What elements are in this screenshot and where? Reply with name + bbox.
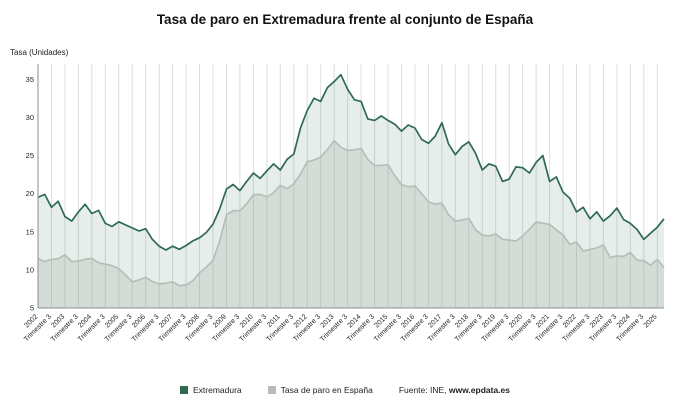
svg-text:2025: 2025: [643, 313, 659, 329]
svg-text:35: 35: [26, 75, 34, 84]
legend-item-extremadura[interactable]: Extremadura: [179, 385, 242, 395]
chart-title: Tasa de paro en Extremadura frente al co…: [156, 12, 534, 27]
svg-text:20: 20: [26, 189, 34, 198]
svg-text:30: 30: [26, 113, 34, 122]
source-text: Fuente: INE, www.epdata.es: [399, 385, 510, 395]
source-site: www.epdata.es: [448, 385, 510, 395]
svg-text:5: 5: [30, 304, 34, 313]
legend-label-espana: Tasa de paro en España: [280, 385, 373, 395]
legend-item-espana[interactable]: Tasa de paro en España: [267, 385, 373, 395]
svg-text:15: 15: [26, 227, 34, 236]
espana-swatch-icon: [267, 386, 276, 394]
y-axis-unit-label: Tasa (Unidades): [10, 48, 69, 57]
svg-text:25: 25: [26, 151, 34, 160]
svg-text:10: 10: [26, 265, 34, 274]
legend-label-extremadura: Extremadura: [192, 385, 242, 395]
legend: Extremadura Tasa de paro en España Fuent…: [0, 385, 690, 395]
extremadura-swatch-icon: [179, 386, 188, 394]
source-prefix: Fuente: INE,: [398, 385, 447, 395]
